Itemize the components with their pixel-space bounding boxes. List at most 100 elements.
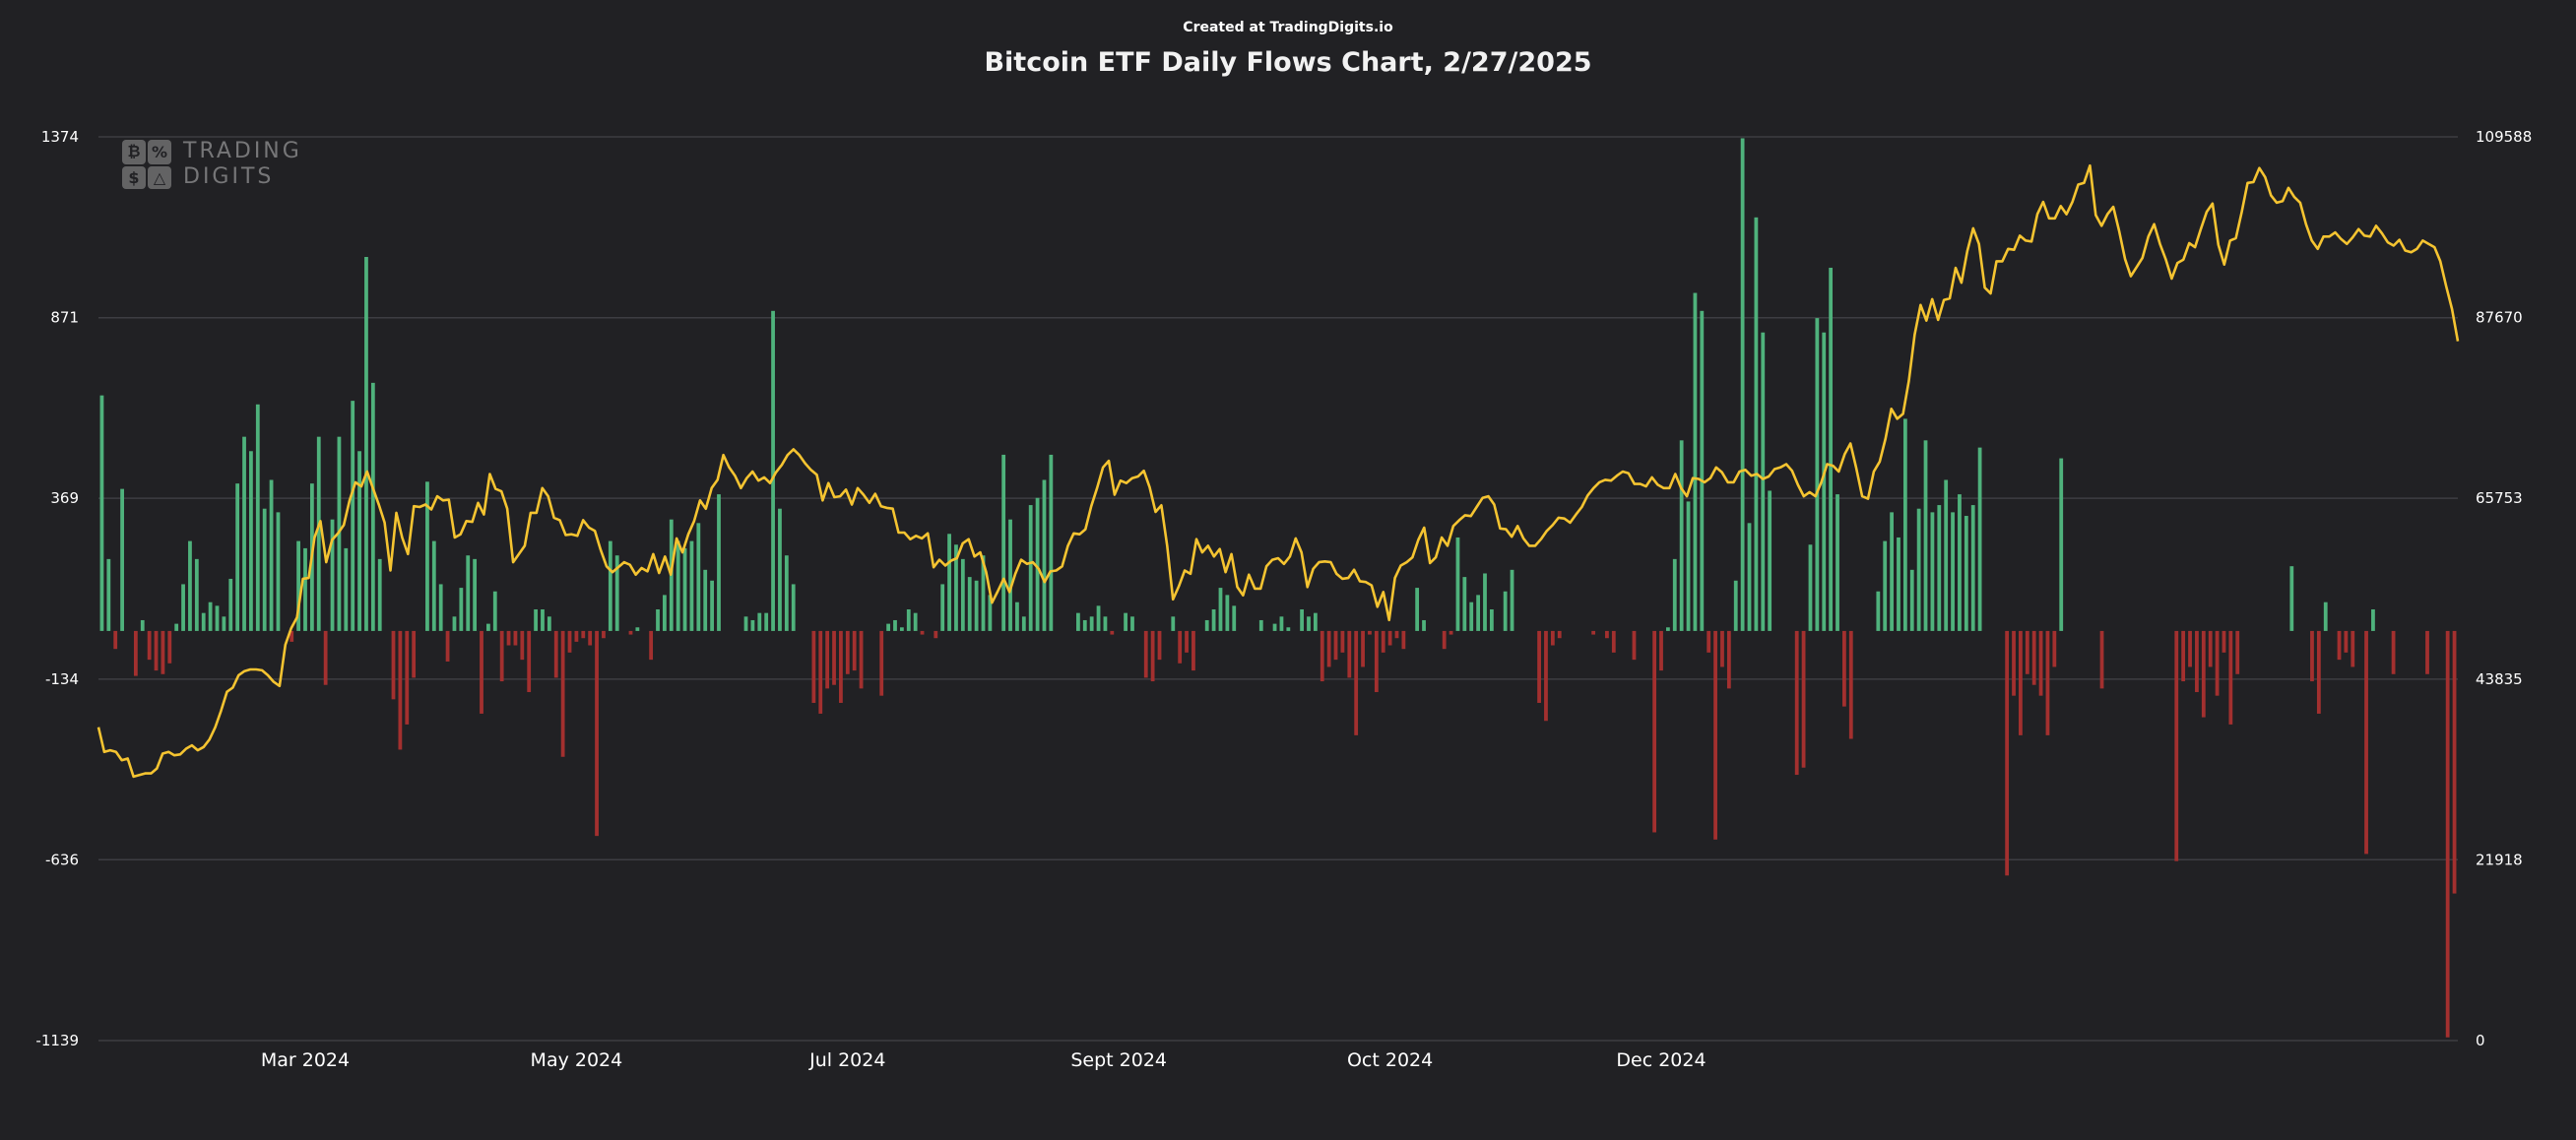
inflow-bar — [784, 555, 789, 631]
outflow-bar — [934, 630, 938, 639]
x-axis-tick-label: Oct 2024 — [1347, 1049, 1433, 1071]
inflow-bar — [1958, 494, 1962, 631]
inflow-bar — [913, 612, 918, 631]
outflow-bar — [560, 630, 565, 757]
outflow-bar — [852, 630, 857, 671]
inflow-bar — [1890, 512, 1894, 631]
inflow-bar — [1469, 602, 1474, 631]
inflow-bar — [425, 481, 429, 631]
inflow-bar — [1768, 490, 1772, 631]
inflow-bar — [140, 619, 145, 631]
inflow-bar — [296, 540, 301, 631]
inflow-bar — [1096, 605, 1101, 631]
right-axis-ticks: 109588 87670 65753 43835 21918 0 — [2476, 128, 2532, 1049]
inflow-bar — [743, 616, 748, 631]
left-axis-tick-label: -134 — [45, 670, 79, 688]
outflow-bar — [2201, 630, 2206, 718]
outflow-bar — [2391, 630, 2396, 674]
chart-credit: Created at TradingDigits.io — [1183, 20, 1393, 35]
inflow-bar — [1286, 627, 1291, 631]
outflow-bar — [574, 630, 579, 642]
outflow-bar — [2195, 630, 2199, 693]
inflow-bar — [1028, 505, 1033, 631]
outflow-bar — [1387, 630, 1392, 646]
inflow-bar — [492, 591, 497, 631]
x-axis-tick-label: Dec 2024 — [1616, 1049, 1706, 1071]
inflow-bar — [188, 540, 192, 631]
inflow-bar — [181, 584, 185, 631]
outflow-bar — [480, 630, 483, 714]
outflow-bar — [1842, 630, 1846, 707]
inflow-bar — [316, 436, 321, 631]
outflow-bar — [1544, 630, 1548, 722]
outflow-bar — [527, 630, 532, 693]
inflow-bar — [1008, 519, 1012, 631]
inflow-bar — [1218, 588, 1223, 631]
inflow-bar — [1693, 292, 1698, 631]
inflow-bar — [682, 547, 687, 631]
inflow-bar — [1001, 454, 1006, 631]
grid-lines — [98, 136, 2458, 1042]
inflow-bar — [1761, 332, 1766, 631]
outflow-bar — [1537, 630, 1541, 703]
inflow-bar — [466, 555, 471, 631]
outflow-bar — [2052, 630, 2057, 667]
inflow-bar — [364, 257, 368, 631]
inflow-bar — [899, 627, 904, 631]
outflow-bar — [581, 630, 586, 639]
inflow-bar — [1937, 505, 1942, 631]
outflow-bar — [499, 630, 504, 682]
outflow-bar — [1340, 630, 1345, 653]
inflow-bar — [431, 540, 436, 631]
outflow-bar — [1326, 630, 1331, 667]
outflow-bar — [1110, 630, 1115, 635]
outflow-bar — [391, 630, 396, 700]
outflow-bar — [1333, 630, 1338, 661]
inflow-bar — [1970, 505, 1975, 631]
inflow-bar — [1740, 138, 1745, 631]
outflow-bar — [113, 630, 118, 650]
outflow-bar — [154, 630, 159, 671]
outflow-bar — [2351, 630, 2355, 667]
inflow-bar — [1977, 447, 1982, 631]
outflow-bar — [161, 630, 165, 674]
left-axis-tick-label: -1139 — [35, 1032, 79, 1049]
outflow-bar — [1720, 630, 1724, 667]
inflow-bar — [1754, 217, 1759, 631]
inflow-bar — [960, 558, 965, 631]
outflow-bar — [859, 630, 864, 689]
outflow-bar — [845, 630, 850, 674]
inflow-bar — [459, 588, 464, 631]
outflow-bar — [1374, 630, 1379, 693]
outflow-bar — [2038, 630, 2043, 696]
inflow-bar — [1489, 609, 1494, 631]
inflow-bar — [1815, 318, 1820, 631]
outflow-bar — [1368, 630, 1372, 635]
price-line-group — [97, 163, 2460, 779]
inflow-bar — [886, 623, 891, 631]
inflow-bar — [1503, 591, 1508, 631]
outflow-bar — [2228, 630, 2233, 725]
outflow-bar — [1185, 630, 1189, 653]
x-axis-tick-label: Sept 2024 — [1070, 1049, 1167, 1071]
left-axis-tick-label: 369 — [50, 489, 79, 507]
outflow-bar — [1347, 630, 1352, 678]
right-axis-tick-label: 65753 — [2476, 489, 2523, 507]
outflow-bar — [2005, 630, 2010, 876]
outflow-bar — [1150, 630, 1155, 682]
left-axis-tick-label: 871 — [50, 309, 79, 327]
outflow-bar — [513, 630, 518, 646]
inflow-bar — [710, 580, 714, 631]
outflow-bar — [1401, 630, 1406, 650]
inflow-bar — [541, 609, 545, 631]
inflow-bar — [1686, 501, 1691, 631]
inflow-bar — [1964, 516, 1968, 631]
outflow-bar — [879, 630, 884, 696]
inflow-bar — [1483, 573, 1487, 631]
outflow-bar — [133, 630, 138, 676]
inflow-bar — [1672, 558, 1677, 631]
inflow-bar — [614, 555, 619, 631]
inflow-bar — [1075, 612, 1080, 631]
outflow-bar — [832, 630, 836, 685]
outflow-bar — [2316, 630, 2321, 714]
